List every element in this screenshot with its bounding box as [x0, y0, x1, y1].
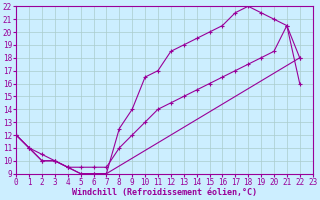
X-axis label: Windchill (Refroidissement éolien,°C): Windchill (Refroidissement éolien,°C) — [72, 188, 257, 197]
